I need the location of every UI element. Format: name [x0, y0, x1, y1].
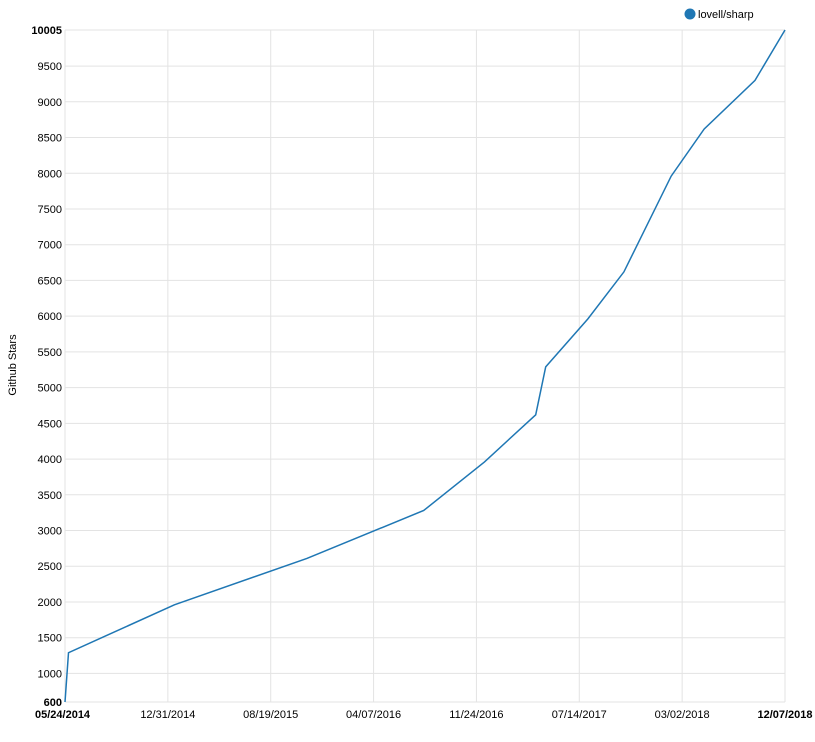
y-tick-label: 2500 [38, 561, 62, 573]
y-axis-ticks: 600 1000 1500 2000 2500 3000 3500 4000 4500 5000 5… [31, 25, 62, 709]
y-tick-label: 1500 [38, 633, 62, 645]
series-lines [64, 29, 786, 703]
y-tick-label: 10005 [31, 25, 62, 37]
y-tick-label: 3500 [38, 490, 62, 502]
y-tick-label: 1000 [38, 668, 62, 680]
grid [64, 29, 786, 703]
y-tick-label: 6500 [38, 275, 62, 287]
x-tick-label: 12/07/2018 [757, 709, 812, 721]
y-tick-label: 9500 [38, 61, 62, 73]
y-tick-label: 4500 [38, 418, 62, 430]
x-tick-label: 07/14/2017 [552, 709, 607, 721]
y-tick-label: 8000 [38, 168, 62, 180]
y-axis-title: Github Stars [7, 334, 19, 396]
x-tick-label: 05/24/2014 [35, 709, 91, 721]
x-tick-label: 03/02/2018 [655, 709, 710, 721]
y-tick-label: 2000 [38, 597, 62, 609]
y-tick-label: 7000 [38, 240, 62, 252]
y-tick-label: 9000 [38, 97, 62, 109]
x-axis-ticks: 05/24/2014 12/31/2014 08/19/2015 04/07/2016… [35, 709, 813, 721]
y-tick-label: 8500 [38, 133, 62, 145]
x-tick-label: 08/19/2015 [243, 709, 298, 721]
y-tick-label: 5500 [38, 347, 62, 359]
legend-label[interactable]: lovell/sharp [698, 9, 754, 21]
x-tick-label: 04/07/2016 [346, 709, 401, 721]
legend-marker[interactable] [684, 8, 696, 20]
series-line-0 [64, 29, 786, 703]
y-tick-label: 600 [44, 697, 62, 709]
y-tick-label: 6000 [38, 311, 62, 323]
y-tick-label: 5000 [38, 383, 62, 395]
y-tick-label: 7500 [38, 204, 62, 216]
y-tick-label: 3000 [38, 526, 62, 538]
x-tick-label: 12/31/2014 [140, 709, 195, 721]
x-tick-label: 11/24/2016 [449, 709, 503, 721]
y-tick-label: 4000 [38, 454, 62, 466]
legend[interactable]: lovell/sharp [684, 8, 754, 22]
